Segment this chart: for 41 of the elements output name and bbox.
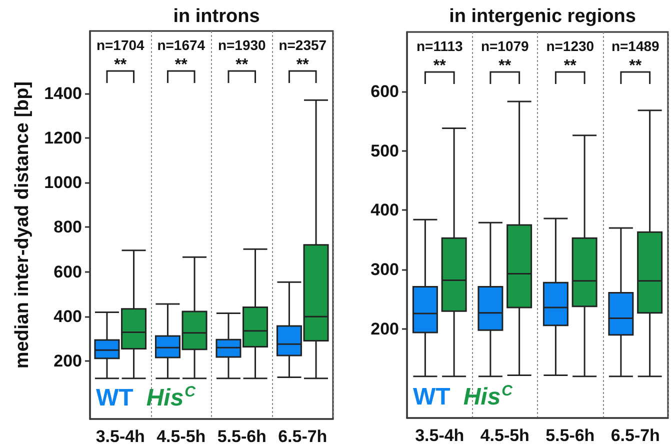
series-label: WT (96, 384, 134, 412)
annotation: n=1674 (157, 37, 206, 53)
y-axis-title: median inter-dyad distance [bp] (12, 81, 33, 369)
annotation: n=1113 (416, 38, 463, 54)
x-tick-label: 5.5-6h (217, 427, 266, 446)
annotation: ** (498, 58, 512, 74)
annotation: ** (564, 58, 578, 74)
x-tick-label: 4.5-5h (156, 427, 206, 446)
annotation: n=1079 (480, 38, 530, 54)
annotation: ** (174, 56, 188, 74)
y-tick-label: 600 (370, 82, 399, 101)
annotation: n=1230 (546, 38, 594, 54)
chart-title: in intergenic regions (449, 6, 636, 27)
annotation: ** (296, 56, 310, 74)
annotation: n=1489 (611, 38, 660, 54)
annotation: n=1704 (96, 37, 145, 53)
annotation: ** (236, 56, 249, 74)
x-tick-label: 5.5-6h (546, 426, 595, 445)
annotation: ** (629, 58, 642, 74)
annotation: ** (433, 58, 447, 74)
annotation: n=2357 (278, 37, 327, 53)
x-tick-label: 6.5-7h (278, 427, 328, 446)
x-tick-label: 4.5-5h (480, 426, 530, 445)
y-tick-label: 1000 (44, 173, 82, 192)
annotation: ** (114, 56, 128, 74)
y-tick-label: 400 (370, 200, 399, 220)
x-tick-label: 3.5-4h (96, 427, 145, 446)
chart-title: in introns (173, 6, 260, 27)
y-tick-label: 400 (54, 306, 82, 326)
y-tick-label: 300 (370, 260, 399, 280)
text: WT (413, 384, 451, 410)
annotation: n=1930 (218, 37, 266, 53)
y-tick-label: 800 (54, 218, 82, 237)
y-tick-label: 200 (54, 352, 82, 371)
x-tick-label: 3.5-4h (415, 426, 464, 445)
y-tick-label: 500 (370, 141, 399, 160)
y-tick-label: 1400 (44, 84, 82, 103)
y-tick-label: 200 (370, 319, 399, 338)
y-tick-label: 600 (54, 262, 82, 282)
y-tick-label: 1200 (44, 128, 82, 148)
x-tick-label: 6.5-7h (610, 426, 660, 445)
